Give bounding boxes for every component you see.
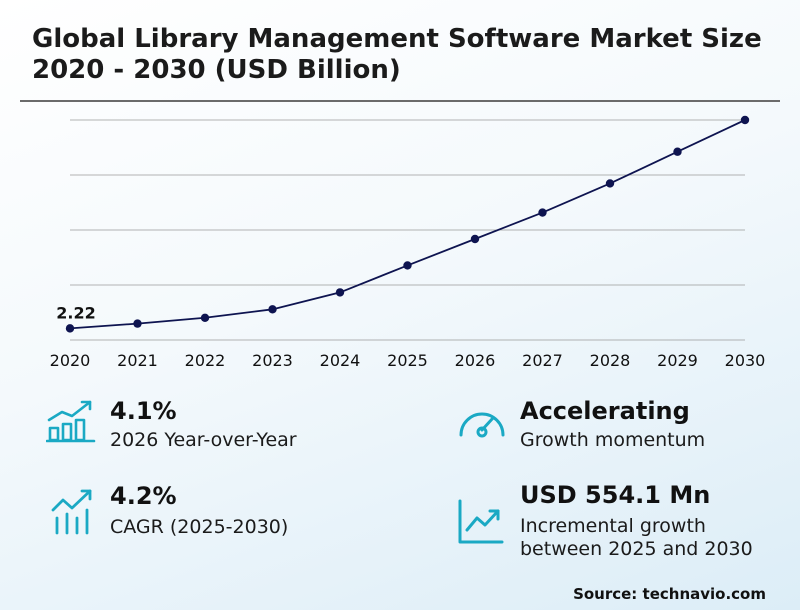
stat-cagr-desc: CAGR (2025-2030)	[110, 516, 289, 538]
data-point	[470, 234, 480, 244]
x-tick-label: 2028	[590, 351, 631, 370]
speedometer-icon	[459, 412, 505, 438]
data-label: 2.22	[56, 303, 95, 322]
trend-up-bars-icon	[51, 489, 92, 535]
data-point	[403, 261, 412, 270]
stat-yoy-desc: 2026 Year-over-Year	[110, 429, 297, 451]
data-point	[673, 147, 682, 156]
data-point	[740, 115, 750, 125]
x-tick-label: 2030	[725, 351, 766, 370]
chart-title: Global Library Management Software Marke…	[32, 24, 762, 85]
x-tick-label: 2027	[522, 351, 563, 370]
line-chart-icon	[458, 499, 504, 544]
stat-momentum-value: Accelerating	[520, 397, 690, 425]
data-point	[605, 179, 615, 188]
stat-yoy-value: 4.1%	[110, 397, 177, 425]
stat-incremental-desc-1: Incremental growth	[520, 515, 706, 537]
x-tick-label: 2026	[455, 351, 496, 370]
x-tick-label: 2023	[252, 351, 293, 370]
data-point	[65, 324, 75, 333]
title-divider	[20, 100, 780, 102]
data-point	[200, 313, 210, 322]
series-line	[69, 119, 746, 330]
data-point	[268, 305, 277, 314]
x-tick-label: 2029	[657, 351, 698, 370]
x-tick-label: 2022	[185, 351, 226, 370]
stat-incremental-desc-2: between 2025 and 2030	[520, 538, 753, 560]
line-chart: 2020 2021 2022 2023 2024 2025 2026 2027 2028 2029…	[50, 115, 766, 370]
data-point	[538, 208, 547, 217]
bar-chart-growth-icon	[46, 400, 96, 443]
stat-incremental-value: USD 554.1 Mn	[520, 481, 711, 509]
x-tick-label: 2021	[117, 351, 158, 370]
data-point	[133, 319, 142, 328]
data-point	[335, 288, 345, 297]
stat-cagr: 4.2% CAGR (2025-2030)	[110, 482, 288, 539]
x-tick-label: 2024	[320, 351, 361, 370]
stat-incremental: USD 554.1 Mn Incremental growth between …	[520, 481, 753, 561]
stat-cagr-value: 4.2%	[110, 482, 177, 510]
stat-momentum-desc: Growth momentum	[520, 429, 706, 451]
stat-yoy: 4.1% 2026 Year-over-Year	[110, 397, 297, 452]
stat-momentum: Accelerating Growth momentum	[520, 397, 705, 452]
x-tick-label: 2020	[50, 351, 91, 370]
source-note: Source: technavio.com	[573, 585, 766, 603]
x-tick-label: 2025	[387, 351, 428, 370]
